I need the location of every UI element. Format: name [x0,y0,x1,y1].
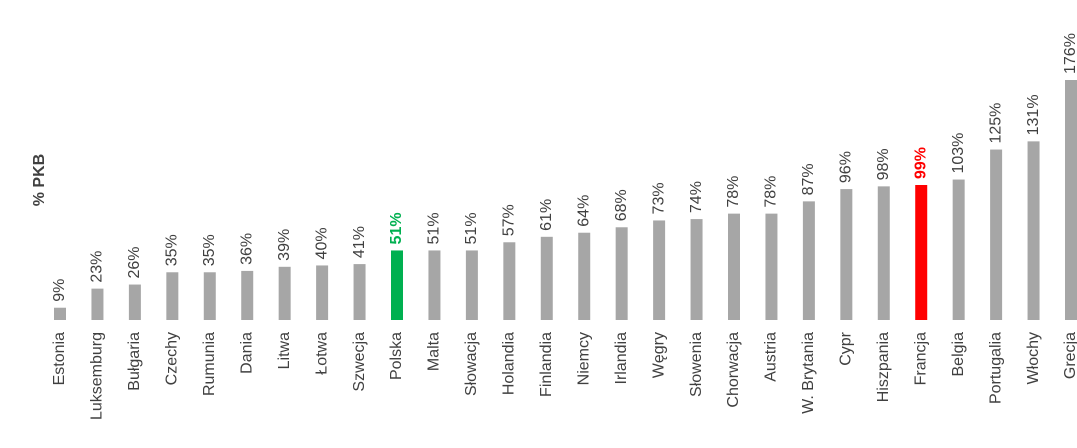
bar [128,284,141,320]
value-label: 78% [725,176,742,208]
bar [952,179,965,320]
x-tick-label: Belgia [950,332,967,377]
value-label: 40% [313,227,330,259]
x-tick-label: Szwecja [351,332,368,392]
value-label: 78% [763,176,780,208]
value-label: 103% [950,133,967,174]
value-label: 35% [201,234,218,266]
value-label: 26% [126,247,143,279]
x-tick-label: Dania [238,332,255,374]
bar [653,220,666,320]
value-label: 61% [538,199,555,231]
value-label: 73% [650,182,667,214]
value-label: 96% [838,151,855,183]
value-label: 51% [426,212,443,244]
bar [428,250,441,320]
value-label: 51% [463,212,480,244]
bar [203,272,216,320]
value-label: 41% [351,226,368,258]
x-tick-label: Włochy [1025,332,1042,384]
x-tick-label: Malta [426,332,443,371]
x-tick-label: Hiszpania [875,332,892,402]
x-tick-label: Irlandia [613,332,630,385]
bar [915,185,928,320]
value-label: 74% [688,181,705,213]
value-label: 131% [1025,94,1042,135]
x-tick-label: Francja [912,332,929,385]
bar [802,201,815,320]
x-tick-label: Estonia [51,332,68,385]
value-label: 39% [276,229,293,261]
value-label: 57% [501,204,518,236]
bar [91,288,104,320]
bar [465,250,478,320]
x-tick-label: Austria [763,332,780,382]
x-tick-label: Węgry [650,332,667,378]
value-label: 36% [238,233,255,265]
x-tick-label: Rumunia [201,332,218,396]
bar [278,266,291,320]
x-tick-label: Polska [388,332,405,380]
x-tick-label: Cypr [838,331,855,365]
bar [615,227,628,320]
bar [728,213,740,320]
bar [578,232,591,320]
x-tick-label: Luksemburg [89,332,106,420]
value-label: 176% [1062,33,1077,74]
value-label: 125% [987,103,1004,144]
bar [54,307,66,320]
x-tick-label: Portugalia [987,332,1004,404]
bar [540,236,553,320]
x-tick-label: Łotwa [313,332,330,375]
value-label: 9% [51,279,68,302]
x-tick-label: Niemcy [575,332,592,385]
bar [1027,141,1040,320]
bar [391,250,403,320]
bar [877,186,890,320]
value-label: 64% [575,195,592,227]
x-tick-label: Słowacja [463,332,480,396]
x-tick-label: Słowenia [688,332,705,397]
value-label: 51% [388,212,405,244]
value-label: 68% [613,189,630,221]
x-tick-label: Bułgaria [126,332,143,391]
x-tick-label: Czechy [164,332,181,385]
bar [840,189,853,320]
bar [990,149,1003,320]
value-label: 23% [89,251,106,283]
bar [690,219,703,320]
bar [316,265,329,320]
bar [353,264,366,320]
x-tick-label: Grecja [1062,332,1077,379]
value-label: 99% [912,147,929,179]
bar [241,270,254,320]
value-label: 87% [800,163,817,195]
bar [765,213,778,320]
x-tick-label: Chorwacja [725,332,742,408]
bar [166,272,179,320]
x-tick-label: Holandia [501,332,518,395]
x-tick-label: Finlandia [538,332,555,397]
bar [1065,80,1077,320]
y-axis-label: % PKB [31,154,48,206]
value-label: 98% [875,148,892,180]
x-tick-label: W. Brytania [800,332,817,414]
x-tick-label: Litwa [276,332,293,369]
bar [503,242,516,320]
value-label: 35% [164,234,181,266]
